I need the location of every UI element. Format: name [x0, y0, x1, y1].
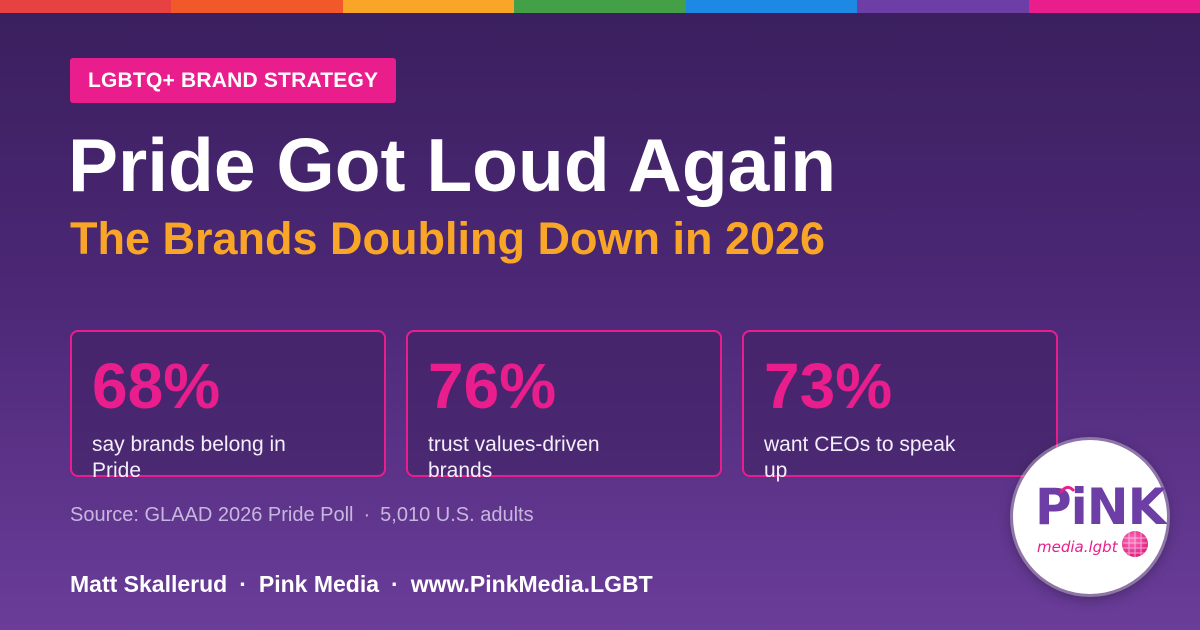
stats-row: 68% say brands belong in Pride 76% trust… [70, 330, 1058, 482]
stat-card: 68% say brands belong in Pride [70, 330, 386, 482]
stripe-segment-red [0, 0, 172, 13]
stripe-segment-purple [857, 0, 1029, 13]
source-note: Source: GLAAD 2026 Pride Poll · 5,010 U.S.… [70, 502, 534, 528]
subheadline: The Brands Doubling Down in 2026 [70, 213, 826, 264]
logo-swirl [1059, 485, 1075, 494]
stat-value: 76% [428, 350, 557, 422]
stat-card: 76% trust values-driven brands [406, 330, 722, 482]
footer-separator: · [239, 571, 247, 597]
company-name: Pink Media [258, 571, 380, 597]
stat-value: 68% [92, 350, 221, 422]
logo-graphic: PiNK media.lgbt [1035, 478, 1167, 557]
stripe-segment-yellow [342, 0, 515, 13]
stat-value: 73% [764, 350, 893, 422]
logo-ball-lines [1123, 531, 1147, 557]
source-sample: 5,010 U.S. adults [380, 504, 534, 526]
source-text: Source: GLAAD 2026 Pride Poll [70, 504, 354, 526]
stripe-segment-green [514, 0, 686, 13]
stat-label: want CEOs to speak up [764, 433, 956, 482]
stat-label: trust values-driven brands [428, 433, 600, 482]
stripe-segment-orange [171, 0, 343, 13]
stat-card: 73% want CEOs to speak up [742, 330, 1058, 482]
footer-separator: · [391, 571, 399, 597]
stat-label: say brands belong in Pride [92, 433, 286, 482]
rainbow-stripe [0, 0, 1200, 13]
logo-sub: media.lgbt [1037, 538, 1119, 556]
stripe-segment-blue [685, 0, 858, 13]
category-tag: LGBTQ+ BRAND STRATEGY [70, 58, 397, 103]
stripe-segment-pink [1028, 0, 1200, 13]
logo-word: PiNK [1035, 478, 1167, 536]
headline: Pride Got Loud Again [68, 123, 837, 207]
website-url: www.PinkMedia.LGBT [410, 571, 653, 597]
footer-credits: Matt Skallerud · Pink Media · www.PinkMedia.… [70, 569, 653, 599]
author-name: Matt Skallerud [70, 571, 228, 597]
pink-media-logo: PiNK media.lgbt [1013, 440, 1167, 594]
source-separator: · [363, 504, 371, 526]
